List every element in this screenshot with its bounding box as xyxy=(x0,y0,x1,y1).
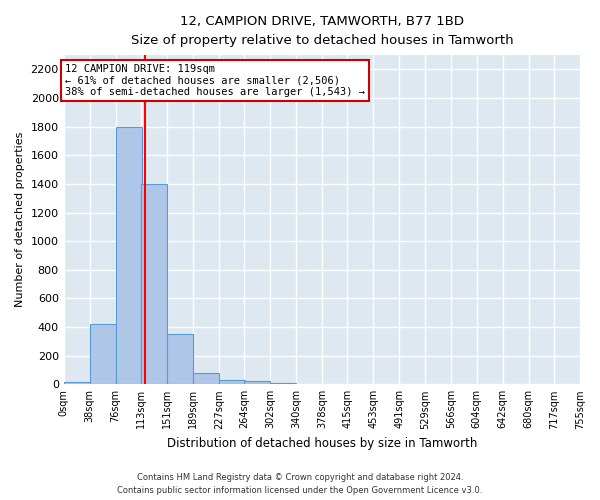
Text: Contains HM Land Registry data © Crown copyright and database right 2024.
Contai: Contains HM Land Registry data © Crown c… xyxy=(118,474,482,495)
X-axis label: Distribution of detached houses by size in Tamworth: Distribution of detached houses by size … xyxy=(167,437,477,450)
Bar xyxy=(116,126,142,384)
Title: 12, CAMPION DRIVE, TAMWORTH, B77 1BD
Size of property relative to detached house: 12, CAMPION DRIVE, TAMWORTH, B77 1BD Siz… xyxy=(131,15,513,47)
Bar xyxy=(89,324,116,384)
Bar xyxy=(141,184,167,384)
Bar xyxy=(167,334,193,384)
Bar xyxy=(219,380,245,384)
Text: 12 CAMPION DRIVE: 119sqm
← 61% of detached houses are smaller (2,506)
38% of sem: 12 CAMPION DRIVE: 119sqm ← 61% of detach… xyxy=(65,64,365,97)
Bar xyxy=(193,373,219,384)
Bar xyxy=(244,382,270,384)
Bar xyxy=(270,383,296,384)
Y-axis label: Number of detached properties: Number of detached properties xyxy=(15,132,25,308)
Bar xyxy=(64,382,89,384)
